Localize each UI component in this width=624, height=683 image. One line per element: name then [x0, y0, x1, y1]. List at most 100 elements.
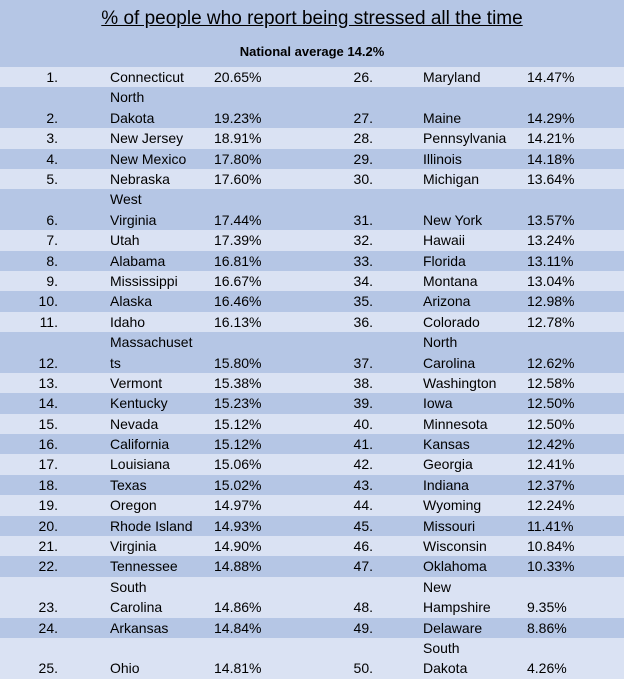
- state-name-line: ts: [110, 354, 121, 371]
- percent-left: 15.06%: [214, 456, 262, 473]
- table-row: 19. Oregon 14.97% 44. Wyoming 12.24%: [0, 495, 624, 516]
- page-title: % of people who report being stressed al…: [0, 0, 624, 40]
- percent-right: 14.29%: [527, 109, 575, 126]
- state-name-line: Carolina: [110, 599, 163, 616]
- state-name-line: Kentucky: [110, 395, 168, 412]
- state-name-line: Georgia: [423, 456, 473, 473]
- rank-left: 5.: [46, 170, 58, 187]
- state-right: Michigan: [423, 169, 479, 189]
- rank-left: 8.: [46, 252, 58, 269]
- rank-left: 2.: [46, 109, 58, 126]
- rank-left: 24.: [38, 619, 58, 636]
- rank-right: 35.: [353, 293, 373, 310]
- percent-right: 12.41%: [527, 456, 575, 473]
- state-right: Maine: [423, 108, 461, 128]
- state-left: North Dakota: [110, 87, 154, 128]
- state-left: Nevada: [110, 414, 158, 434]
- table-row: 2. North Dakota 19.23% 27. Maine 14.29%: [0, 87, 624, 129]
- state-name-line: Utah: [110, 232, 140, 249]
- state-right: Maryland: [423, 67, 481, 87]
- state-name-line: Michigan: [423, 170, 480, 187]
- state-name-line: Florida: [423, 252, 466, 269]
- rank-right: 31.: [353, 211, 373, 228]
- percent-right: 4.26%: [527, 660, 567, 677]
- state-name-line: New Mexico: [110, 150, 187, 167]
- state-name-line: North: [423, 334, 458, 351]
- state-name-line: Oregon: [110, 497, 157, 514]
- percent-right: 12.24%: [527, 497, 575, 514]
- ranking-table: 1. Connecticut 20.65% 26. Maryland 14.47% 2. No…: [0, 67, 624, 679]
- table-row: 6. West Virginia 17.44% 31. New York 13.57%: [0, 189, 624, 231]
- state-name-line: Louisiana: [110, 456, 170, 473]
- state-left: Tennessee: [110, 556, 178, 576]
- table-row: 11. Idaho 16.13% 36. Colorado 12.78%: [0, 311, 624, 333]
- rank-right: 40.: [353, 415, 373, 432]
- state-left: Vermont: [110, 373, 162, 393]
- percent-left: 14.84%: [214, 619, 262, 636]
- rank-right: 37.: [353, 354, 373, 371]
- rank-right: 43.: [353, 476, 373, 493]
- percent-right: 13.24%: [527, 232, 575, 249]
- rank-left: 12.: [38, 354, 58, 371]
- percent-right: 12.42%: [527, 436, 575, 453]
- state-name-line: Oklahoma: [423, 558, 487, 575]
- state-name-line: Wisconsin: [423, 538, 487, 555]
- state-name-line: Montana: [423, 272, 478, 289]
- rank-left: 6.: [46, 211, 58, 228]
- percent-right: 11.41%: [527, 517, 574, 534]
- percent-right: 12.50%: [527, 415, 575, 432]
- rank-left: 25.: [38, 660, 58, 677]
- national-average: National average 14.2%: [0, 40, 624, 67]
- state-left: Ohio: [110, 658, 140, 678]
- table-row: 18. Texas 15.02% 43. Indiana 12.37%: [0, 474, 624, 496]
- state-name-line: Missouri: [423, 517, 476, 534]
- rank-right: 29.: [353, 150, 373, 167]
- state-left: Nebraska: [110, 169, 170, 189]
- state-name-line: Connecticut: [110, 68, 184, 85]
- state-right: Illinois: [423, 149, 462, 169]
- percent-left: 14.88%: [214, 558, 262, 575]
- rank-left: 17.: [38, 456, 58, 473]
- state-name-line: Indiana: [423, 476, 469, 493]
- table-row: 4. New Mexico 17.80% 29. Illinois 14.18%: [0, 148, 624, 169]
- rank-right: 50.: [353, 660, 373, 677]
- state-name-line: Hampshire: [423, 599, 491, 616]
- table-row: 10. Alaska 16.46% 35. Arizona 12.98%: [0, 291, 624, 312]
- state-right: Colorado: [423, 312, 480, 332]
- percent-right: 12.37%: [527, 476, 575, 493]
- state-name-line: North: [110, 89, 145, 106]
- state-name-line: Tennessee: [110, 558, 178, 575]
- state-left: Connecticut: [110, 67, 184, 87]
- state-left: South Carolina: [110, 577, 162, 618]
- state-right: Arizona: [423, 291, 470, 311]
- state-right: Georgia: [423, 454, 473, 474]
- state-left: Alabama: [110, 251, 165, 271]
- rank-left: 7.: [46, 232, 58, 249]
- state-name-line: West: [110, 191, 142, 208]
- table-row: 5. Nebraska 17.60% 30. Michigan 13.64%: [0, 168, 624, 190]
- state-name-line: Dakota: [423, 660, 468, 677]
- state-left: Texas: [110, 475, 147, 495]
- rank-right: 41.: [353, 436, 373, 453]
- state-name-line: Illinois: [423, 150, 462, 167]
- rank-right: 30.: [353, 170, 373, 187]
- rank-left: 23.: [38, 599, 58, 616]
- state-name-line: Delaware: [423, 619, 483, 636]
- rank-left: 4.: [46, 150, 58, 167]
- table-row: 15. Nevada 15.12% 40. Minnesota 12.50%: [0, 413, 624, 435]
- rank-left: 10.: [38, 293, 58, 310]
- state-right: Montana: [423, 271, 477, 291]
- percent-left: 14.97%: [214, 497, 262, 514]
- table-row: 9. Mississippi 16.67% 34. Montana 13.04%: [0, 270, 624, 292]
- rank-right: 27.: [353, 109, 373, 126]
- state-name-line: Nevada: [110, 415, 159, 432]
- rank-left: 3.: [46, 130, 58, 147]
- percent-left: 15.12%: [214, 415, 262, 432]
- percent-right: 12.58%: [527, 374, 575, 391]
- state-left: Massachuset ts: [110, 332, 192, 373]
- state-name-line: Idaho: [110, 313, 146, 330]
- rank-left: 21.: [38, 538, 58, 555]
- state-name-line: South: [110, 578, 147, 595]
- state-left: Arkansas: [110, 618, 168, 638]
